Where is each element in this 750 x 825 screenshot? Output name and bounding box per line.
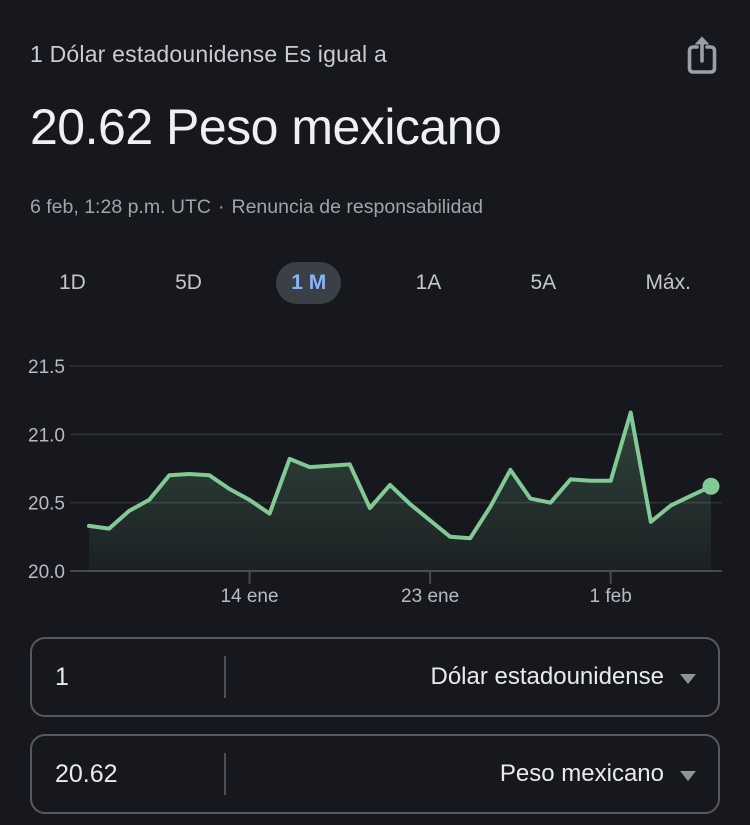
currency-select-from[interactable]: Dólar estadounidense bbox=[226, 663, 718, 691]
tab-max[interactable]: Máx. bbox=[645, 271, 691, 294]
timestamp: 6 feb, 1:28 p.m. UTC bbox=[30, 196, 211, 218]
equation-label: 1 Dólar estadounidense Es igual a bbox=[30, 41, 387, 67]
svg-text:23 ene: 23 ene bbox=[401, 586, 459, 607]
svg-text:21.5: 21.5 bbox=[28, 357, 65, 378]
converter-row-to: 20.62 Peso mexicano bbox=[30, 734, 720, 814]
dropdown-arrow-icon bbox=[680, 770, 696, 781]
svg-text:14 ene: 14 ene bbox=[220, 586, 278, 607]
conversion-subtitle: 6 feb, 1:28 p.m. UTC · Renuncia de respons… bbox=[30, 193, 720, 221]
amount-input-from[interactable]: 1 bbox=[55, 662, 69, 691]
tab-1m[interactable]: 1 M bbox=[276, 262, 342, 304]
share-icon bbox=[684, 33, 720, 82]
currency-label-to: Peso mexicano bbox=[499, 760, 664, 787]
header-row: 1 Dólar estadounidense Es igual a bbox=[30, 34, 722, 80]
tab-5d[interactable]: 5D bbox=[175, 271, 202, 294]
currency-label-from: Dólar estadounidense bbox=[430, 663, 665, 690]
svg-text:20.5: 20.5 bbox=[28, 494, 65, 515]
row-divider bbox=[224, 656, 226, 698]
svg-text:21.0: 21.0 bbox=[28, 425, 65, 446]
svg-text:20.0: 20.0 bbox=[28, 562, 65, 583]
row-divider bbox=[224, 753, 226, 795]
tab-5a[interactable]: 5A bbox=[530, 271, 557, 294]
tab-1a[interactable]: 1A bbox=[415, 271, 442, 294]
converter-row-from: 1 Dólar estadounidense bbox=[30, 637, 720, 717]
tab-1d[interactable]: 1D bbox=[59, 271, 86, 294]
svg-text:1 feb: 1 feb bbox=[590, 586, 632, 607]
disclaimer-link[interactable]: Renuncia de responsabilidad bbox=[231, 196, 484, 218]
separator: · bbox=[218, 196, 225, 218]
dropdown-arrow-icon bbox=[680, 673, 696, 684]
currency-select-to[interactable]: Peso mexicano bbox=[226, 760, 718, 788]
conversion-result: 20.62 Peso mexicano bbox=[30, 99, 502, 155]
share-button[interactable] bbox=[682, 34, 722, 80]
amount-input-to[interactable]: 20.62 bbox=[55, 759, 118, 788]
chart-area: 21.5 21.0 20.5 20.0 14 ene 23 ene 1 feb bbox=[0, 338, 750, 623]
rate-chart[interactable]: 21.5 21.0 20.5 20.0 14 ene 23 ene 1 feb bbox=[0, 338, 750, 623]
time-range-tabs: 1D 5D 1 M 1A 5A Máx. bbox=[30, 260, 720, 306]
